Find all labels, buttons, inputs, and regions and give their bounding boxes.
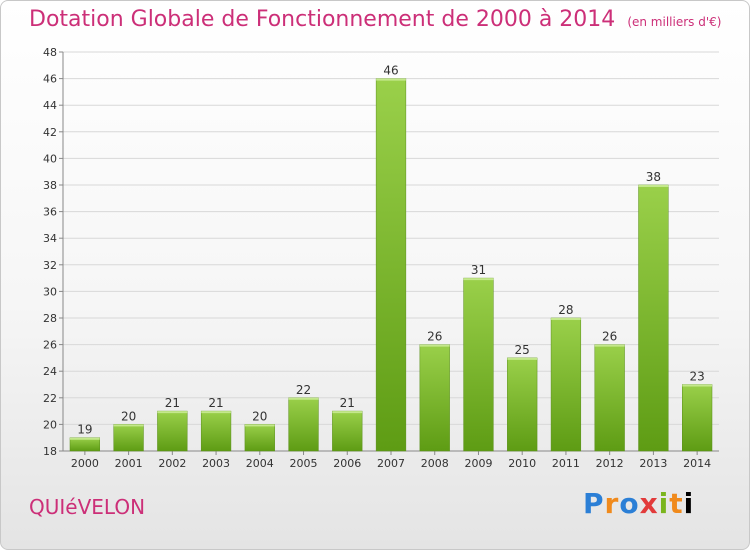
bar-value-label: 20 [252, 409, 267, 423]
bar-2014 [682, 384, 713, 452]
bar-2006 [332, 410, 363, 452]
y-tick-label: 18 [43, 445, 57, 458]
bar-2007 [375, 78, 407, 452]
y-tick-label: 30 [43, 285, 57, 298]
proxiti-logo: Proxiti [583, 487, 695, 520]
chart-title: Dotation Globale de Fonctionnement de 20… [29, 7, 721, 32]
bar-value-label: 22 [296, 383, 311, 397]
bar-value-label: 26 [427, 330, 442, 344]
x-tick-label: 2000 [71, 457, 99, 470]
town-name: QUIéVELON [29, 495, 146, 519]
bar-value-label: 21 [165, 396, 180, 410]
y-tick-label: 24 [43, 365, 57, 378]
y-tick-label: 20 [43, 418, 57, 431]
bar-value-label: 19 [77, 423, 92, 437]
bar-value-label: 28 [558, 303, 573, 317]
bar-2008 [419, 344, 450, 452]
bar-2001 [113, 424, 144, 452]
bar-value-label: 26 [602, 330, 617, 344]
y-tick-label: 22 [43, 392, 57, 405]
x-tick-label: 2005 [290, 457, 318, 470]
bar-2002 [157, 410, 188, 452]
x-tick-label: 2006 [333, 457, 361, 470]
x-tick-label: 2011 [552, 457, 580, 470]
x-tick-label: 2002 [158, 457, 186, 470]
chart-title-text: Dotation Globale de Fonctionnement de 20… [29, 7, 616, 32]
bar-value-label: 21 [208, 396, 223, 410]
bar-2004 [244, 424, 275, 452]
bar-value-label: 31 [471, 263, 486, 277]
y-tick-label: 38 [43, 179, 57, 192]
chart-subtitle: (en milliers d'€) [627, 15, 722, 29]
x-tick-label: 2012 [596, 457, 624, 470]
bar-2003 [200, 410, 232, 452]
y-tick-label: 28 [43, 312, 57, 325]
x-tick-label: 2010 [508, 457, 536, 470]
y-tick-label: 44 [43, 99, 57, 112]
x-tick-label: 2013 [639, 457, 667, 470]
bars [69, 78, 713, 452]
y-tick-label: 40 [43, 152, 57, 165]
y-tick-label: 48 [43, 46, 57, 59]
x-tick-label: 2004 [246, 457, 274, 470]
y-tick-label: 26 [43, 339, 57, 352]
bar-2009 [463, 277, 494, 452]
bar-value-label: 25 [515, 343, 530, 357]
bar-2010 [507, 357, 538, 452]
bar-2005 [288, 397, 319, 452]
bar-value-label: 46 [383, 64, 398, 78]
bar-value-label: 20 [121, 409, 136, 423]
y-tick-label: 42 [43, 126, 57, 139]
labels: 18 20 22 24 26 28 30 32 34 36 38 40 42 44 46 48 19 2000 20… [43, 46, 711, 470]
bar-2012 [594, 344, 625, 452]
y-tick-label: 34 [43, 232, 57, 245]
bar-value-label: 23 [689, 370, 704, 384]
bar-value-label: 38 [646, 170, 661, 184]
x-tick-label: 2003 [202, 457, 230, 470]
x-tick-label: 2007 [377, 457, 405, 470]
y-tick-label: 46 [43, 73, 57, 86]
bar-2011 [550, 317, 582, 452]
y-tick-label: 36 [43, 206, 57, 219]
x-tick-label: 2001 [115, 457, 143, 470]
x-tick-label: 2008 [421, 457, 449, 470]
bar-value-label: 21 [340, 396, 355, 410]
x-tick-label: 2014 [683, 457, 711, 470]
y-tick-label: 32 [43, 259, 57, 272]
x-tick-label: 2009 [464, 457, 492, 470]
bar-2013 [638, 184, 669, 452]
